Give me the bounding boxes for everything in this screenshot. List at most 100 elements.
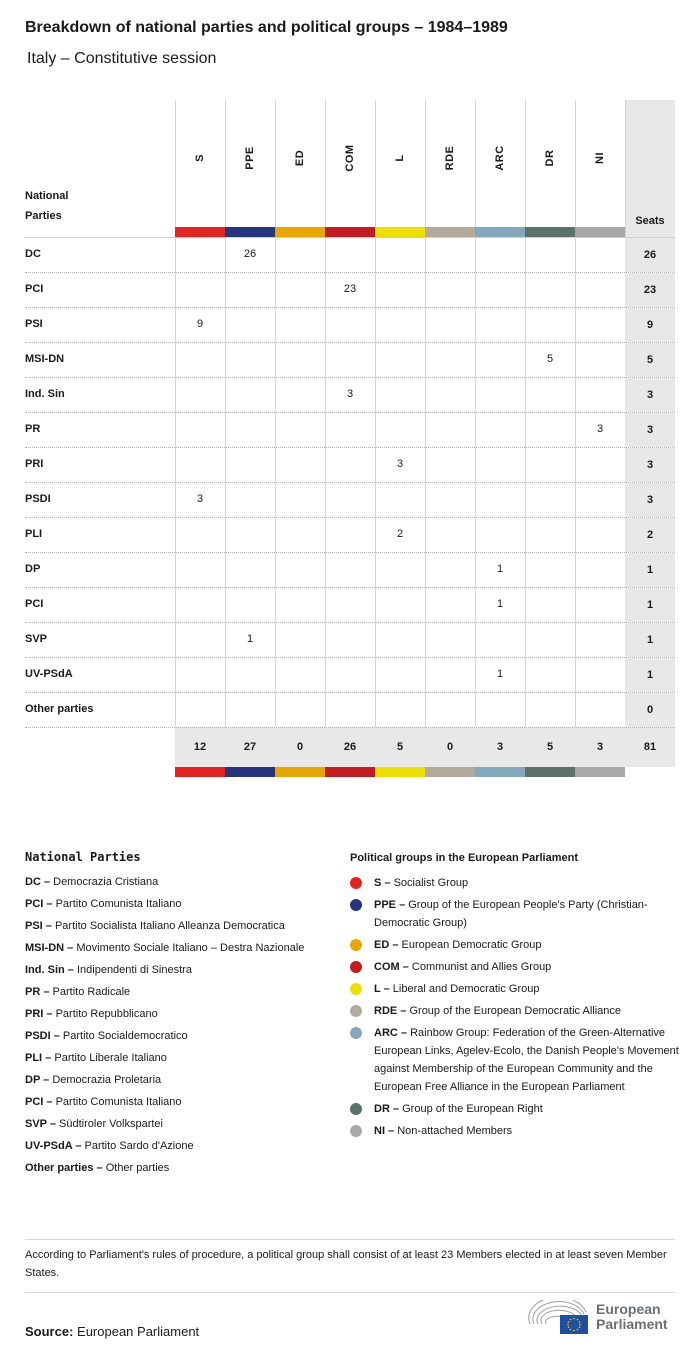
legend-name: Indipendenti di Sinestra <box>76 964 192 976</box>
legend-party-item: SVP – Südtiroler Volkspartei <box>25 1118 163 1130</box>
row-party: PR <box>25 423 41 435</box>
seat-value: 3 <box>196 493 204 505</box>
legend-code: PR <box>25 986 41 998</box>
total-ni: 3 <box>596 741 604 753</box>
legend-code: SVP <box>25 1118 47 1130</box>
seat-value: 3 <box>346 388 354 400</box>
row-seats: 3 <box>625 378 675 412</box>
logo-line1: European <box>596 1301 661 1317</box>
row-divider <box>25 342 675 343</box>
legend-group-item: NI – Non-attached Members <box>350 1122 680 1140</box>
row-divider <box>25 552 675 553</box>
row-party: SVP <box>25 633 48 645</box>
total-dr: 5 <box>546 741 554 753</box>
column-header-ni: NI <box>575 100 625 227</box>
row-seats: 1 <box>625 623 675 657</box>
seat-value: 1 <box>496 563 504 575</box>
legend-name: Partito Liberale Italiano <box>54 1052 167 1064</box>
total-com: 26 <box>343 741 357 753</box>
legend-code: NI <box>374 1125 385 1137</box>
legend-code: Other parties <box>25 1162 94 1174</box>
legend-name: Rainbow Group: Federation of the Green-A… <box>374 1027 679 1093</box>
legend-code: PLI <box>25 1052 43 1064</box>
color-dot-icon <box>350 983 362 995</box>
row-seats: 3 <box>625 483 675 517</box>
column-header-com: COM <box>325 100 375 227</box>
legend-code: RDE <box>374 1005 398 1017</box>
column-divider <box>375 100 376 727</box>
color-dot-icon <box>350 877 362 889</box>
legend-name: Communist and Allies Group <box>411 961 552 973</box>
group-color-bar <box>575 767 625 777</box>
seat-value: 26 <box>243 248 257 260</box>
color-dot-icon <box>350 1027 362 1039</box>
row-seats: 23 <box>625 273 675 307</box>
column-header-label: DR <box>544 149 556 167</box>
legend-code: ARC <box>374 1027 398 1039</box>
row-divider <box>25 622 675 623</box>
seat-value: 1 <box>496 598 504 610</box>
row-divider <box>25 447 675 448</box>
legend-code: PRI <box>25 1008 44 1020</box>
legend-code: Ind. Sin <box>25 964 65 976</box>
legend-name: Group of the European Democratic Allianc… <box>409 1005 622 1017</box>
legend-code: L <box>374 983 381 995</box>
column-divider <box>175 100 176 727</box>
group-color-bar <box>425 767 475 777</box>
column-header-ppe: PPE <box>225 100 275 227</box>
hemicycle-flag-icon <box>528 1296 588 1334</box>
legend-name: Partito Repubblicano <box>55 1008 158 1020</box>
row-seats: 5 <box>625 343 675 377</box>
legend-name: Socialist Group <box>393 877 469 889</box>
row-party: MSI-DN <box>25 353 65 365</box>
legend-code: DR <box>374 1103 390 1115</box>
legend-party-item: MSI-DN – Movimento Sociale Italiano – De… <box>25 942 305 954</box>
column-divider <box>275 100 276 727</box>
source: Source: European Parliament <box>25 1324 199 1339</box>
row-party: PCI <box>25 598 44 610</box>
logo-line2: Parliament <box>596 1316 668 1332</box>
column-header-rde: RDE <box>425 100 475 227</box>
color-dot-icon <box>350 1005 362 1017</box>
legend-name: Group of the European Right <box>402 1103 543 1115</box>
legend-code: PCI <box>25 1096 44 1108</box>
row-seats: 1 <box>625 658 675 692</box>
legend-party-item: PLI – Partito Liberale Italiano <box>25 1052 167 1064</box>
total-s: 12 <box>193 741 207 753</box>
legend-party-item: Other parties – Other parties <box>25 1162 170 1174</box>
row-divider <box>25 517 675 518</box>
group-color-bar <box>325 227 375 237</box>
column-header-label: L <box>394 154 406 162</box>
legend-code: COM <box>374 961 400 973</box>
group-color-bar <box>275 227 325 237</box>
row-seats: 1 <box>625 588 675 622</box>
legend-code: PSDI <box>25 1030 51 1042</box>
legend-group-item: RDE – Group of the European Democratic A… <box>350 1002 680 1020</box>
legend-name: Other parties <box>105 1162 170 1174</box>
source-label: Source: <box>25 1324 74 1339</box>
column-header-dr: DR <box>525 100 575 227</box>
legend-name: Movimento Sociale Italiano – Destra Nazi… <box>76 942 305 954</box>
row-divider <box>25 377 675 378</box>
seat-value: 2 <box>396 528 404 540</box>
column-header-label: ARC <box>494 145 506 171</box>
legend-political-groups: Political groups in the European Parliam… <box>350 850 680 1144</box>
seat-value: 1 <box>496 668 504 680</box>
color-dot-icon <box>350 939 362 951</box>
legend-group-item: DR – Group of the European Right <box>350 1100 680 1118</box>
legend-code: UV-PSdA <box>25 1140 73 1152</box>
legend-name: Liberal and Democratic Group <box>392 983 540 995</box>
column-header-label: S <box>194 154 206 162</box>
legend-code: MSI-DN <box>25 942 65 954</box>
row-seats: 9 <box>625 308 675 342</box>
group-color-bar <box>175 767 225 777</box>
group-color-bar <box>425 227 475 237</box>
row-divider <box>25 727 675 728</box>
row-party: PSI <box>25 318 43 330</box>
legend-party-item: PCI – Partito Comunista Italiano <box>25 1096 182 1108</box>
column-header-l: L <box>375 100 425 227</box>
footnote: According to Parliament's rules of proce… <box>25 1249 667 1279</box>
legend-party-item: PR – Partito Radicale <box>25 986 131 998</box>
seat-value: 23 <box>343 283 357 295</box>
color-dot-icon <box>350 1103 362 1115</box>
